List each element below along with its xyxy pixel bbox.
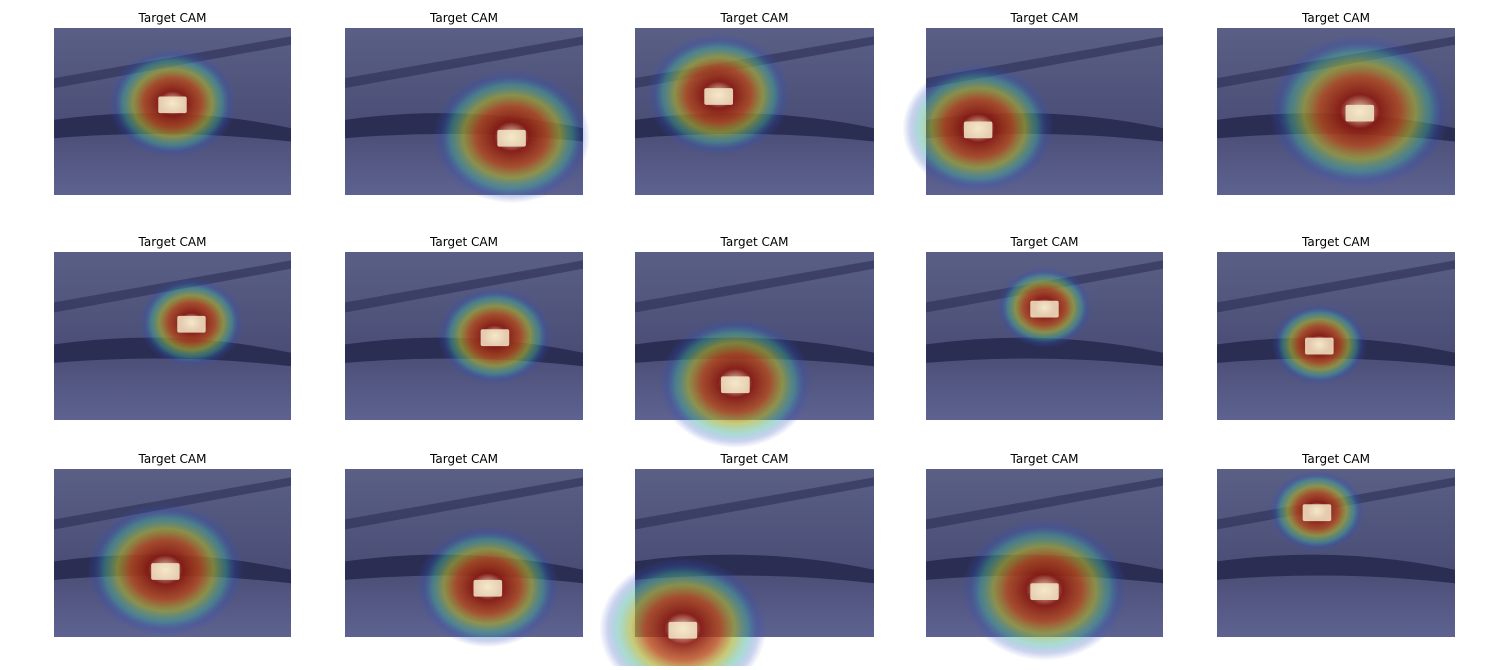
panel-title: Target CAM xyxy=(429,452,498,466)
panel-title: Target CAM xyxy=(1010,235,1079,249)
vehicle xyxy=(1302,504,1332,522)
terrain-streak xyxy=(54,477,291,530)
terrain-streak xyxy=(635,260,874,313)
panel-title: Target CAM xyxy=(720,235,789,249)
vehicle xyxy=(704,88,733,105)
vehicle xyxy=(668,621,698,639)
cam-image xyxy=(635,28,874,195)
cam-image xyxy=(635,252,874,449)
panel-title: Target CAM xyxy=(429,11,498,25)
panel-title: Target CAM xyxy=(138,11,207,25)
vehicle xyxy=(480,329,510,347)
vehicle xyxy=(1030,300,1059,318)
vehicle xyxy=(497,129,526,147)
vehicle xyxy=(1030,583,1059,601)
vehicle xyxy=(1345,104,1375,122)
panel-title: Target CAM xyxy=(720,452,789,466)
panel-title: Target CAM xyxy=(138,452,207,466)
cam-image xyxy=(902,28,1163,195)
cam-image xyxy=(1217,252,1455,420)
cam-image xyxy=(54,28,291,195)
panel-title: Target CAM xyxy=(720,11,789,25)
cam-image xyxy=(345,28,591,204)
vehicle xyxy=(963,121,993,139)
cam-image xyxy=(599,469,874,670)
panel-title: Target CAM xyxy=(1010,11,1079,25)
terrain-streak xyxy=(1217,554,1455,584)
terrain-streak xyxy=(926,477,1163,530)
vehicle xyxy=(473,579,503,597)
terrain-streak xyxy=(926,337,1163,367)
panel-title: Target CAM xyxy=(1301,235,1370,249)
cam-image xyxy=(926,252,1163,420)
cam-image xyxy=(54,252,291,420)
cam-image xyxy=(1217,28,1455,195)
panel-title: Target CAM xyxy=(138,235,207,249)
terrain-streak xyxy=(345,36,583,89)
vehicle xyxy=(151,563,180,580)
panel-title: Target CAM xyxy=(1301,11,1370,25)
vehicle xyxy=(721,376,750,394)
cam-image xyxy=(1217,469,1455,637)
panel-title: Target CAM xyxy=(1301,452,1370,466)
heatmap xyxy=(599,557,767,670)
terrain-streak xyxy=(345,477,583,530)
cam-image xyxy=(54,469,291,637)
vehicle xyxy=(177,315,206,333)
panel-title: Target CAM xyxy=(1010,452,1079,466)
vehicle xyxy=(1305,337,1334,355)
cam-image xyxy=(926,469,1163,661)
terrain-streak xyxy=(345,260,583,313)
cam-image xyxy=(345,252,583,420)
terrain-streak xyxy=(635,477,874,530)
cam-image xyxy=(345,469,583,648)
terrain-streak xyxy=(1217,260,1455,313)
vehicle xyxy=(158,96,187,114)
panel-title: Target CAM xyxy=(429,235,498,249)
